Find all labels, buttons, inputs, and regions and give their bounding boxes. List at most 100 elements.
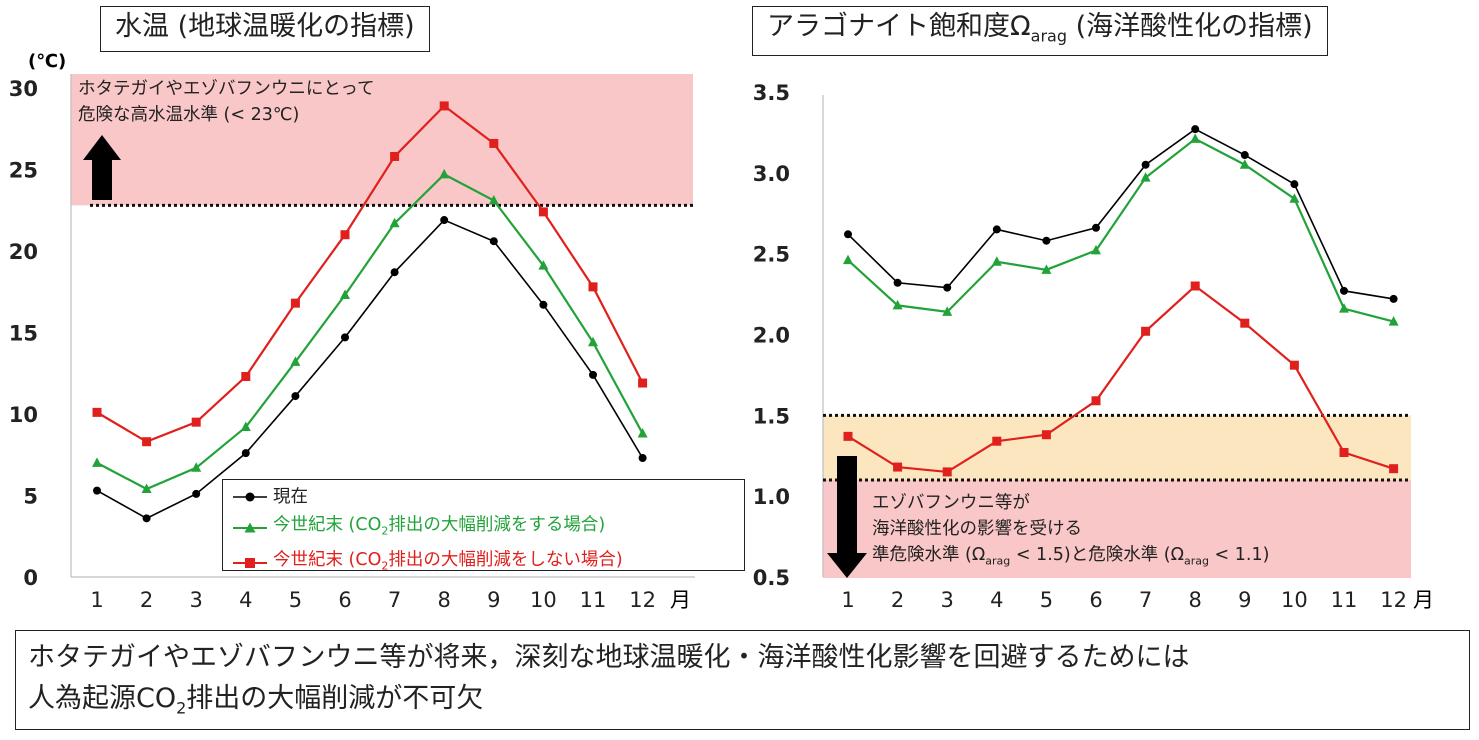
right-point-current xyxy=(1191,125,1200,134)
right-point-no-mitigation xyxy=(1041,430,1051,440)
right-point-current xyxy=(1240,151,1249,160)
left-annotation: ホタテガイやエゾバフンウニにとって 危険な高水温水準 (< 23℃) xyxy=(78,76,374,128)
right-point-current xyxy=(893,278,902,287)
left-point-mitigation xyxy=(240,421,251,432)
left-y-tick-label: 25 xyxy=(9,159,38,183)
left-point-mitigation xyxy=(637,428,648,438)
left-point-mitigation xyxy=(588,336,598,347)
legend-mitigation-marker-icon xyxy=(233,522,267,533)
down-arrow-icon xyxy=(827,456,867,578)
left-point-mitigation xyxy=(141,483,152,493)
left-point-no-mitigation xyxy=(538,207,548,217)
left-point-mitigation xyxy=(389,217,400,228)
right-point-mitigation xyxy=(1190,133,1201,143)
conclusion-line2: 人為起源CO2排出の大幅削減が不可欠 xyxy=(28,678,1457,728)
right-point-no-mitigation xyxy=(1339,448,1349,458)
right-annotation-line3: 準危険水準 (Ωarag < 1.5)と危険水準 (Ωarag < 1.1) xyxy=(872,542,1269,575)
right-y-tick-label: 1.5 xyxy=(753,404,790,428)
left-point-mitigation xyxy=(439,168,450,179)
left-point-no-mitigation xyxy=(340,230,350,240)
right-title-main: アラゴナイト飽和度Ω xyxy=(767,11,1031,42)
right-series-line-current xyxy=(847,128,1394,300)
left-y-tick-label: 5 xyxy=(23,485,38,509)
right-point-no-mitigation xyxy=(893,462,903,472)
right-point-current xyxy=(1340,286,1348,295)
right-point-no-mitigation xyxy=(942,467,952,477)
right-point-mitigation xyxy=(942,306,953,316)
right-point-no-mitigation xyxy=(1190,281,1200,291)
left-point-current xyxy=(192,489,201,498)
left-point-no-mitigation xyxy=(638,378,648,388)
legend-no-mitigation-pre: 今世紀末 (CO xyxy=(273,549,382,570)
legend-item-current: 現在 xyxy=(231,483,736,511)
conclusion-line1: ホタテガイやエゾバフンウニ等が将来，深刻な地球温暖化・海洋酸性化影響を回避するた… xyxy=(28,642,1190,673)
left-x-tick-label: 5 xyxy=(289,588,302,612)
left-x-tick-label: 11 xyxy=(580,588,607,612)
right-x-tick-label: 3 xyxy=(941,588,954,612)
left-point-mitigation xyxy=(488,194,499,205)
conclusion-box: ホタテガイやエゾバフンウニ等が将来，深刻な地球温暖化・海洋酸性化影響を回避するた… xyxy=(15,630,1470,730)
left-point-no-mitigation xyxy=(241,372,251,382)
left-point-no-mitigation xyxy=(92,407,102,417)
left-series-line-no-mitigation xyxy=(96,104,644,443)
left-y-tick-label: 30 xyxy=(9,77,38,101)
right-x-tick-label: 9 xyxy=(1238,588,1251,612)
legend-mitigation-pre: 今世紀末 (CO xyxy=(273,515,382,535)
left-x-tick-label: 1 xyxy=(90,588,103,612)
right-annotation: エゾバフンウニ等が 海洋酸性化の影響を受ける 準危険水準 (Ωarag < 1.… xyxy=(872,490,1269,575)
legend-current-label: 現在 xyxy=(273,487,308,507)
right-point-mitigation xyxy=(1388,316,1399,326)
right-y-tick-label: 2.0 xyxy=(753,324,790,348)
left-point-current xyxy=(489,237,498,246)
right-point-mitigation xyxy=(892,299,903,310)
left-x-tick-label: 4 xyxy=(239,588,252,612)
conclusion-line2-pre: 人為起源CO xyxy=(28,683,177,714)
right-title-sub: arag xyxy=(1030,26,1067,46)
right-x-tick-label: 10 xyxy=(1281,588,1308,612)
right-point-mitigation xyxy=(1289,193,1300,203)
left-x-tick-label: 6 xyxy=(338,588,351,612)
left-point-current xyxy=(539,300,548,309)
danger-temperature-band xyxy=(71,74,693,206)
right-annotation-part-e: < 1.1) xyxy=(1208,545,1270,565)
left-y-tick-label: 0 xyxy=(23,566,38,590)
right-y-tick-label: 1.0 xyxy=(753,485,790,509)
legend-mitigation-post: 排出の大幅削減をする場合) xyxy=(388,515,606,535)
right-point-no-mitigation xyxy=(992,436,1002,446)
left-point-no-mitigation xyxy=(290,298,300,308)
right-x-tick-label: 1 xyxy=(841,588,854,612)
right-annotation-sub-d: arag xyxy=(1183,554,1209,568)
right-title-rest: (海洋酸性化の指標) xyxy=(1066,11,1313,42)
left-y-tick-label: 15 xyxy=(9,322,38,346)
danger-acidification-band xyxy=(823,480,1411,578)
right-point-mitigation xyxy=(1140,172,1151,182)
right-annotation-part-c: < 1.5)と危険水準 (Ω xyxy=(1010,545,1184,565)
left-y-tick-label: 10 xyxy=(9,403,38,427)
left-point-mitigation xyxy=(92,457,102,467)
right-point-current xyxy=(844,230,852,239)
left-point-current xyxy=(638,454,647,463)
left-x-tick-label: 10 xyxy=(530,588,557,612)
right-annotation-part-a: 準危険水準 (Ω xyxy=(872,545,986,565)
left-point-no-mitigation xyxy=(390,151,400,161)
right-point-current xyxy=(1290,180,1299,189)
legend-no-mitigation-marker-icon xyxy=(233,557,267,568)
left-x-axis-unit: 月 xyxy=(670,588,691,612)
right-point-current xyxy=(1092,223,1100,232)
left-point-mitigation xyxy=(340,289,350,300)
legend-no-mitigation-sub: 2 xyxy=(381,559,389,572)
right-y-tick-label: 3.5 xyxy=(753,81,790,105)
right-point-current xyxy=(992,225,1001,234)
left-point-current xyxy=(440,216,449,225)
left-chart-legend: 現在 今世紀末 (CO2排出の大幅削減をする場合) 今世紀末 (CO2排出の大幅… xyxy=(222,479,745,572)
right-annotation-sub-b: arag xyxy=(985,554,1011,568)
right-y-tick-label: 3.0 xyxy=(753,162,790,186)
right-x-tick-label: 12 xyxy=(1380,588,1407,612)
left-point-no-mitigation xyxy=(588,282,598,292)
right-point-current xyxy=(1389,294,1398,303)
legend-mitigation-label: 今世紀末 (CO2排出の大幅削減をする場合) xyxy=(273,511,605,546)
left-y-axis-unit: (℃) xyxy=(28,51,66,72)
right-y-tick-label: 0.5 xyxy=(753,566,790,590)
left-point-mitigation xyxy=(538,260,549,270)
